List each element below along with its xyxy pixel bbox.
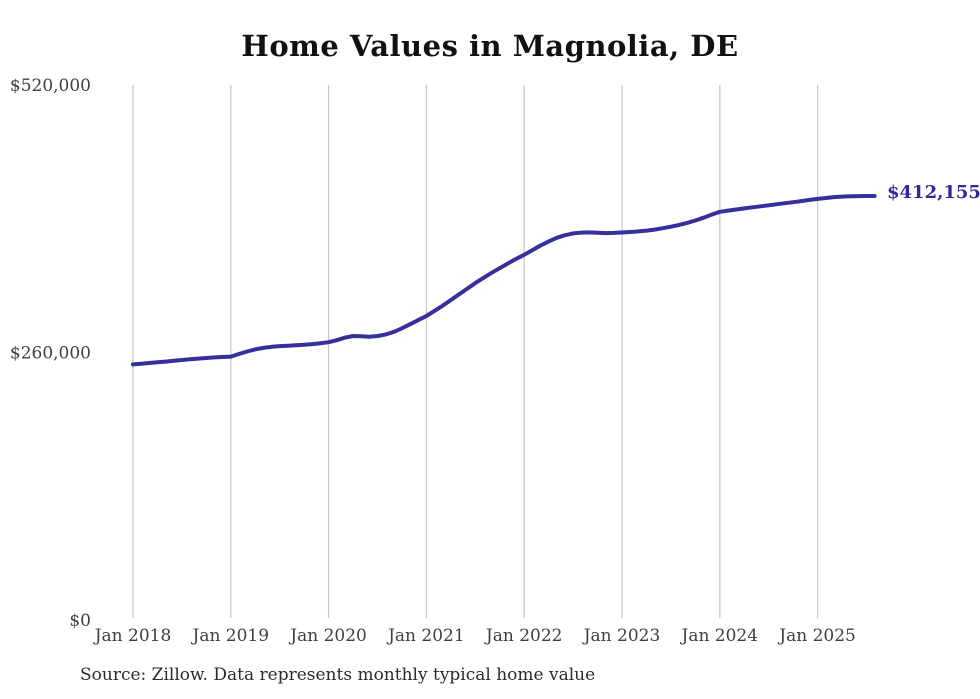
- x-tick-label: Jan 2018: [93, 626, 172, 646]
- x-tick-label: Jan 2023: [582, 626, 661, 646]
- home-value-line: [131, 194, 877, 367]
- y-tick-label: $520,000: [10, 76, 91, 96]
- x-tick-label: Jan 2019: [191, 626, 270, 646]
- x-tick-label: Jan 2020: [288, 626, 367, 646]
- x-tick-label: Jan 2025: [777, 626, 856, 646]
- source-note: Source: Zillow. Data represents monthly …: [80, 665, 596, 685]
- x-tick-label: Jan 2022: [484, 626, 563, 646]
- chart-title: Home Values in Magnolia, DE: [241, 29, 739, 63]
- end-value-label: $412,155: [887, 182, 980, 203]
- y-tick-label: $0: [69, 611, 91, 631]
- x-tick-label: Jan 2021: [386, 626, 465, 646]
- x-tick-label: Jan 2024: [680, 626, 759, 646]
- y-tick-label: $260,000: [10, 344, 91, 364]
